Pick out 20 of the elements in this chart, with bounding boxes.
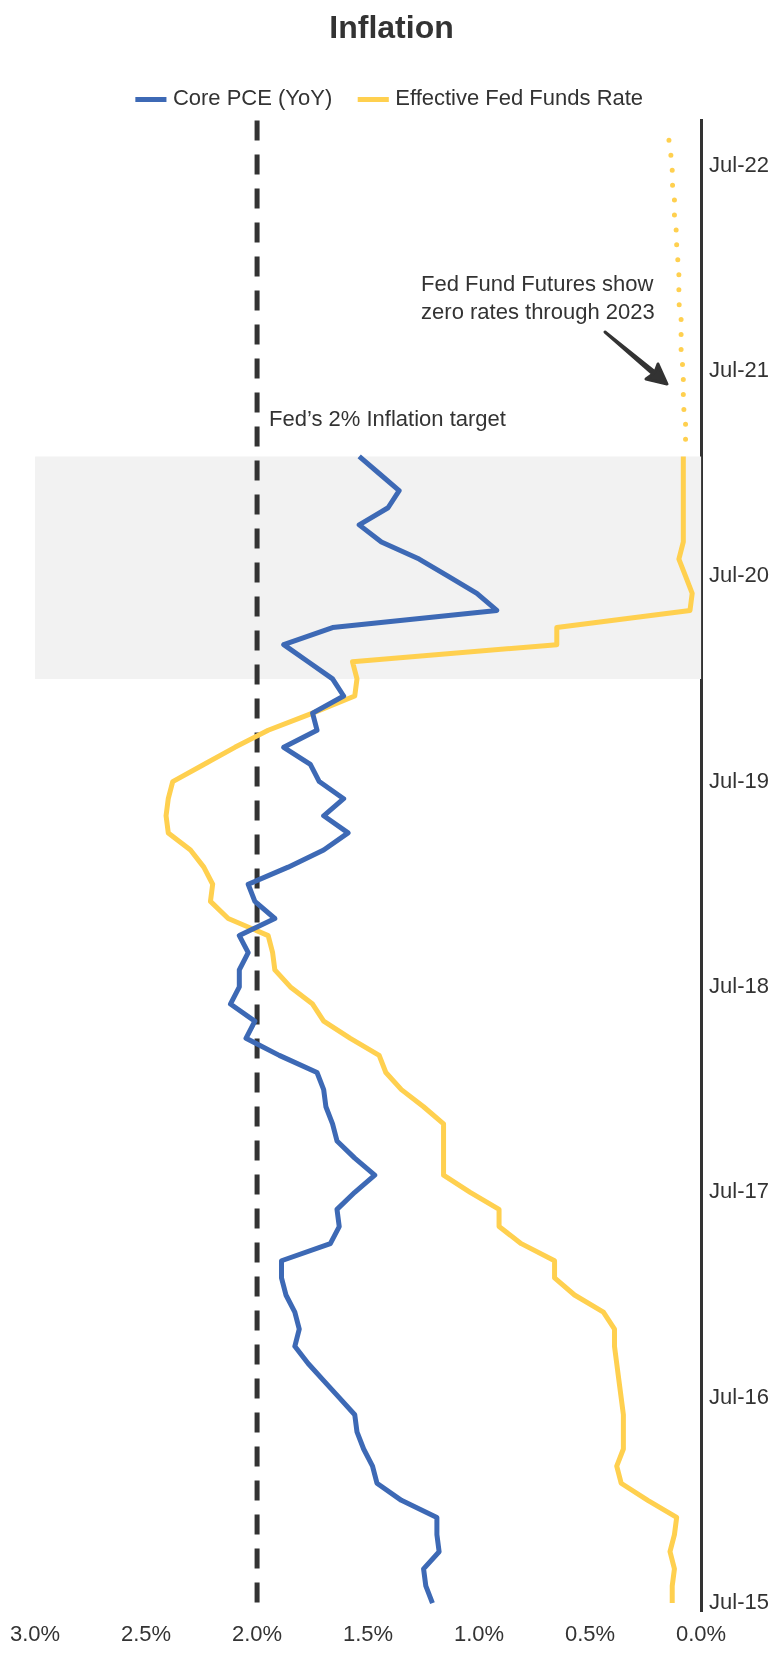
x-tick-label: 2.5%	[121, 1620, 172, 1646]
ref-line-label: Fed’s 2% Inflation target	[269, 406, 506, 432]
y-tick-label: Jul-22	[709, 151, 769, 177]
x-tick-label: 0.5%	[565, 1620, 616, 1646]
y-tick-label: Jul-21	[709, 356, 769, 382]
y-tick-label: Jul-20	[709, 562, 769, 588]
y-tick-label: Jul-16	[709, 1383, 769, 1409]
legend-label: Effective Fed Funds Rate	[395, 85, 644, 111]
y-tick-label: Jul-15	[709, 1589, 769, 1615]
chart-title: Inflation	[329, 9, 454, 46]
x-tick-label: 1.0%	[454, 1620, 505, 1646]
y-tick-label: Jul-18	[709, 973, 769, 998]
y-tick-label: Jul-19	[709, 767, 769, 793]
annotation: Fed Fund Futures show zero rates through 2023	[421, 270, 656, 327]
x-tick-label: 1.5%	[343, 1620, 394, 1646]
x-tick-label: 2.0%	[232, 1620, 283, 1646]
y-tick-label: Jul-17	[709, 1178, 769, 1204]
legend-label: Core PCE (YoY)	[172, 85, 333, 111]
x-tick-label: 3.0%	[9, 1620, 61, 1646]
x-tick-label: 0.0%	[676, 1620, 727, 1646]
